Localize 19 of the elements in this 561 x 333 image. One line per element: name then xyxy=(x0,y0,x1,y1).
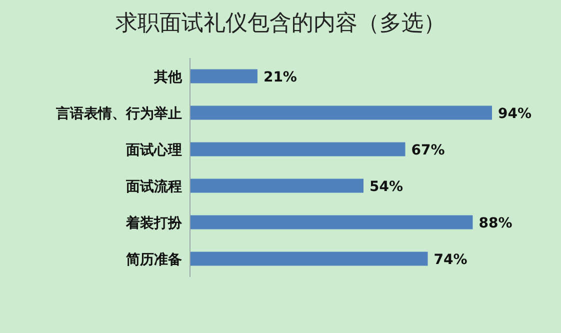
bar xyxy=(190,215,473,230)
data-label: 94% xyxy=(498,106,532,122)
data-label: 21% xyxy=(263,69,297,86)
bar xyxy=(190,69,258,84)
y-tick-label: 着装打扮 xyxy=(125,214,183,232)
y-tick-label: 言语表情、行为举止 xyxy=(55,104,182,122)
data-label: 74% xyxy=(434,252,468,268)
data-label: 67% xyxy=(411,142,445,158)
y-tick-label: 面试流程 xyxy=(125,178,182,195)
y-tick-label: 其他 xyxy=(153,69,183,86)
y-tick-label: 面试心理 xyxy=(125,141,182,158)
bar xyxy=(190,178,364,193)
chart-title: 求职面试礼仪包含的内容（多选） xyxy=(116,11,446,36)
y-tick-label: 简历准备 xyxy=(125,252,182,268)
bar xyxy=(190,142,406,156)
data-label: 88% xyxy=(478,215,512,232)
bar xyxy=(190,106,492,120)
bar xyxy=(190,252,428,266)
data-label: 54% xyxy=(369,178,404,195)
